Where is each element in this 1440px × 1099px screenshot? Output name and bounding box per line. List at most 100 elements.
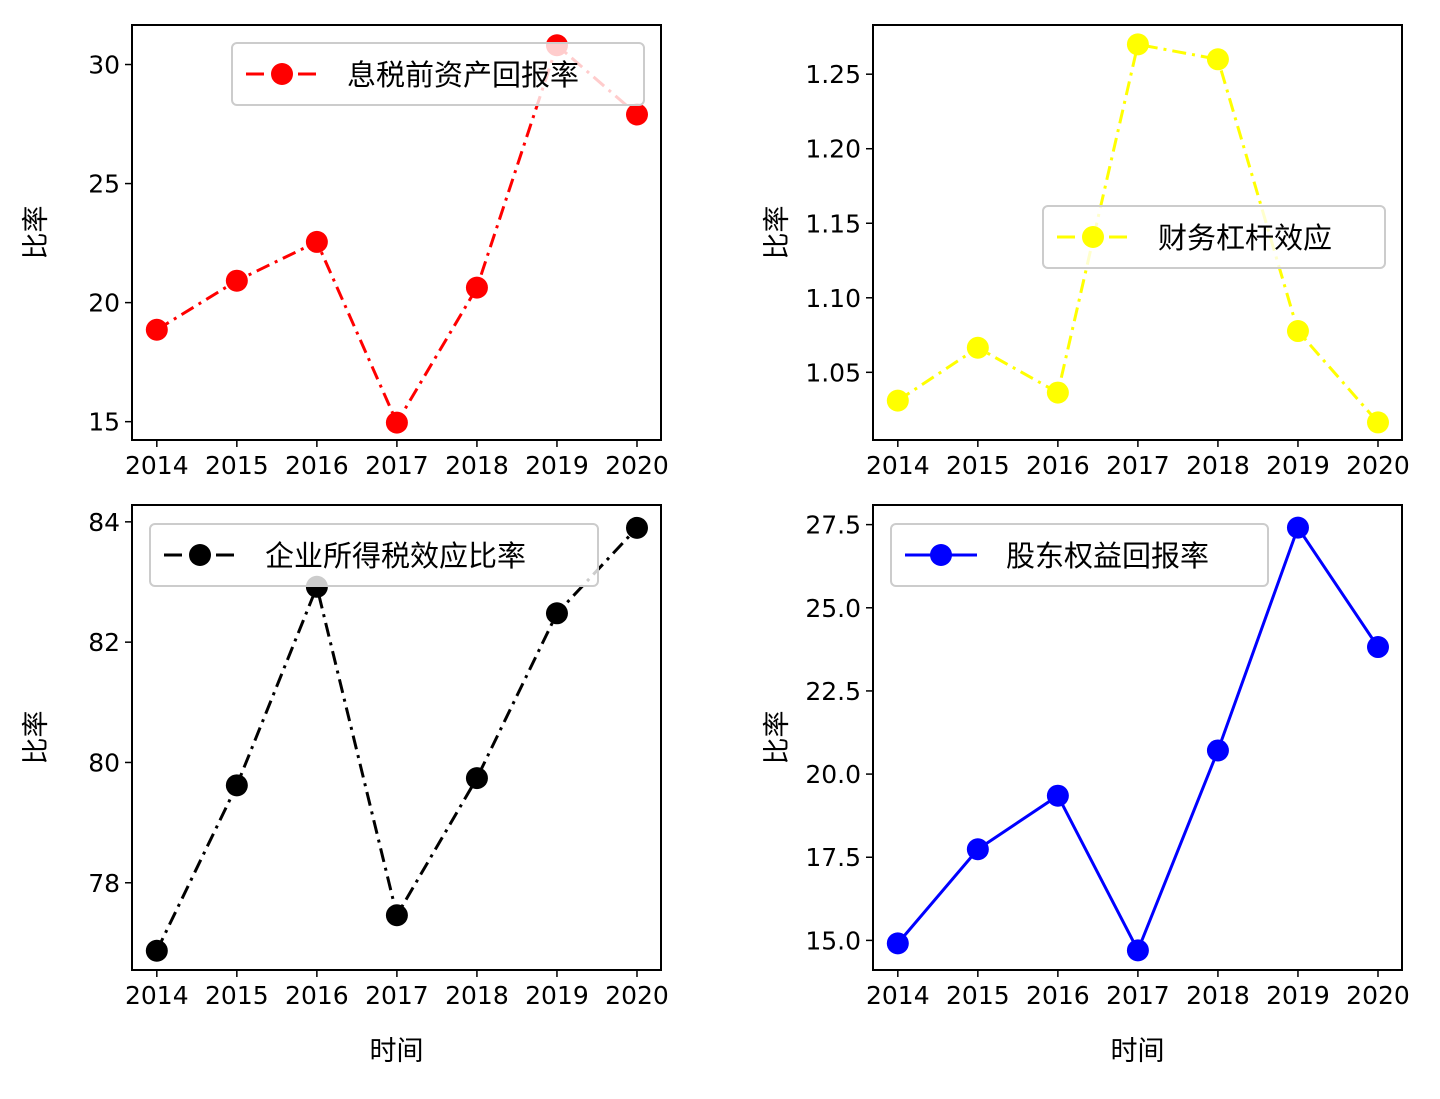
y-tick-label: 25.0: [805, 594, 861, 623]
y-tick-label: 17.5: [805, 843, 861, 872]
y-tick-label: 27.5: [805, 511, 861, 540]
subplot-2: 1.05 1.10 1.15 1.20 1.25 2014 2015 2016 2017 2018…: [762, 24, 1410, 480]
data-point: [1126, 939, 1149, 962]
data-point: [1286, 516, 1309, 539]
axes-frame: [872, 504, 1403, 971]
data-point: [1206, 48, 1229, 71]
data-point: [305, 230, 328, 253]
legend-label: 息税前资产回报率: [347, 58, 579, 92]
x-tick-label: 2014: [866, 981, 930, 1010]
y-tick-label: 15.0: [805, 926, 861, 955]
legend-marker: [271, 63, 293, 85]
y-axis-label: 比率: [762, 206, 793, 260]
y-tick-label: 20.0: [805, 760, 861, 789]
x-tick-label: 2017: [1106, 451, 1170, 480]
x-tick-label: 2016: [285, 451, 349, 480]
legend-box: [231, 42, 645, 106]
legend: 息税前资产回报率: [231, 42, 645, 106]
x-tick-label: 2017: [365, 981, 429, 1010]
x-tick-label: 2019: [1266, 451, 1330, 480]
y-tick-label: 20: [88, 289, 120, 318]
x-tick-label: 2018: [1186, 981, 1250, 1010]
x-axis-label: 时间: [370, 1036, 424, 1067]
subplot-3: 78 80 82 84 2014 2015 2016 2017 2018 2019 2020 比率时间…: [21, 504, 669, 1067]
x-tick-label: 2017: [1106, 981, 1170, 1010]
legend-label: 企业所得税效应比率: [265, 539, 526, 573]
y-tick-label: 80: [88, 748, 120, 777]
x-tick-label: 2018: [445, 451, 509, 480]
y-tick-label: 82: [88, 628, 120, 657]
data-point: [1366, 411, 1389, 434]
data-point: [385, 411, 408, 434]
y-tick-label: 22.5: [805, 677, 861, 706]
y-axis-label: 比率: [21, 711, 52, 765]
x-tick-label: 2015: [946, 981, 1010, 1010]
x-tick-label: 2019: [525, 451, 589, 480]
x-tick-label: 2019: [1266, 981, 1330, 1010]
x-tick-label: 2019: [525, 981, 589, 1010]
data-point: [385, 904, 408, 927]
axes-frame: [872, 24, 1403, 441]
x-tick-label: 2020: [1346, 451, 1410, 480]
y-tick-label: 1.20: [805, 135, 861, 164]
x-tick-label: 2014: [125, 981, 189, 1010]
data-point: [465, 276, 488, 299]
data-point: [625, 103, 648, 126]
data-point: [1046, 784, 1069, 807]
data-point: [625, 516, 648, 539]
x-tick-label: 2016: [285, 981, 349, 1010]
y-tick-label: 25: [88, 170, 120, 199]
legend-label: 股东权益回报率: [1006, 539, 1209, 573]
data-point: [1286, 320, 1309, 343]
x-tick-label: 2016: [1026, 981, 1090, 1010]
data-point: [1206, 739, 1229, 762]
x-tick-label: 2018: [1186, 451, 1250, 480]
x-tick-label: 2017: [365, 451, 429, 480]
legend: 财务杠杆效应: [1042, 205, 1386, 269]
legend-marker: [189, 544, 211, 566]
x-tick-label: 2014: [125, 451, 189, 480]
x-tick-label: 2015: [946, 451, 1010, 480]
x-tick-label: 2020: [605, 981, 669, 1010]
y-tick-label: 1.25: [805, 60, 861, 89]
y-tick-label: 84: [88, 508, 120, 537]
data-point: [145, 318, 168, 341]
y-tick-label: 1.15: [805, 209, 861, 238]
axes-frame: [131, 24, 662, 441]
x-tick-label: 2018: [445, 981, 509, 1010]
legend: 股东权益回报率: [890, 523, 1269, 587]
legend-box: [890, 523, 1269, 587]
data-point: [1366, 636, 1389, 659]
y-axis-label: 比率: [21, 206, 52, 260]
y-tick-label: 15: [88, 408, 120, 437]
y-tick-label: 1.05: [805, 358, 861, 387]
data-point: [145, 939, 168, 962]
subplot-4: 15.0 17.5 20.0 22.5 25.0 27.5 2014 2015 2016 2017…: [762, 504, 1410, 1067]
legend-box: [1042, 205, 1386, 269]
y-axis-label: 比率: [762, 711, 793, 765]
data-point: [966, 838, 989, 861]
x-tick-label: 2016: [1026, 451, 1090, 480]
legend: 企业所得税效应比率: [149, 523, 599, 587]
subplot-1: 15 20 25 30 2014 2015 2016 2017 2018 2019 2020 比率 息税…: [21, 24, 669, 480]
legend-label: 财务杠杆效应: [1158, 221, 1332, 255]
x-tick-label: 2015: [205, 451, 269, 480]
y-tick-label: 30: [88, 51, 120, 80]
data-point: [886, 932, 909, 955]
data-point: [545, 602, 568, 625]
data-point: [465, 767, 488, 790]
legend-marker: [930, 544, 952, 566]
x-tick-label: 2020: [1346, 981, 1410, 1010]
legend-marker: [1082, 226, 1104, 248]
x-tick-label: 2015: [205, 981, 269, 1010]
y-tick-label: 1.10: [805, 284, 861, 313]
data-point: [225, 269, 248, 292]
data-point: [1046, 381, 1069, 404]
data-point: [1126, 33, 1149, 56]
data-point: [886, 389, 909, 412]
legend-box: [149, 523, 599, 587]
data-point: [225, 774, 248, 797]
axes-frame: [131, 504, 662, 971]
x-tick-label: 2014: [866, 451, 930, 480]
